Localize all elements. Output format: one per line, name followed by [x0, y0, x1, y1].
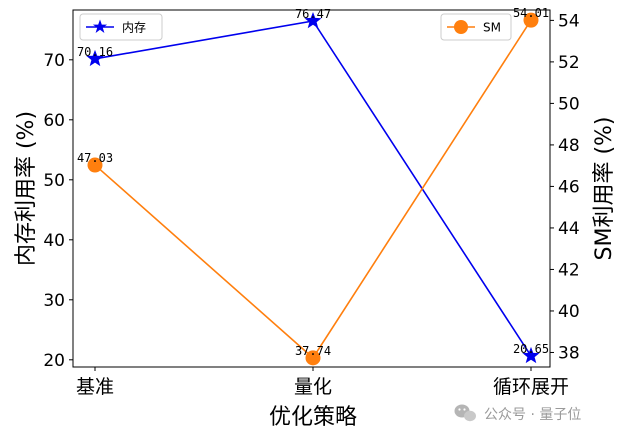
y-left-tick-label: 50 [43, 171, 65, 191]
memory-data-point [86, 49, 104, 67]
y-right-tick-label: 42 [558, 260, 580, 280]
wechat-icon [454, 404, 476, 422]
y-right-tick-label: 46 [558, 177, 580, 197]
legend-sm: SM [440, 13, 512, 41]
y-left-axis-title: 内存利用率 (%) [14, 111, 39, 266]
memory-data-point [522, 346, 540, 364]
y-right-axis-title: SM利用率 (%) [592, 116, 617, 260]
y-right-tick-label: 38 [558, 343, 580, 363]
memory-data-label: 20.65 [513, 342, 549, 356]
x-tick-label: 量化 [294, 376, 332, 398]
memory-data-point [304, 11, 322, 29]
legend-sm-label: SM [483, 21, 501, 35]
sm-data-point [305, 350, 321, 366]
watermark-text: 公众号 · 量子位 [484, 407, 581, 423]
y-right-tick-label: 44 [558, 219, 580, 239]
sm-data-label: 47.03 [77, 151, 113, 165]
star-icon [92, 19, 108, 33]
y-right-tick-label: 52 [558, 53, 580, 73]
x-tick-label: 循环展开 [493, 376, 569, 398]
y-left-tick-label: 30 [43, 291, 65, 311]
y-left-tick-label: 40 [43, 231, 65, 251]
y-right-tick-label: 48 [558, 136, 580, 156]
sm-data-point [523, 12, 539, 28]
x-tick-label: 基准 [76, 376, 114, 398]
y-right-tick-label: 50 [558, 94, 580, 114]
y-left-tick-label: 20 [43, 351, 65, 371]
sm-data-label: 37.74 [295, 344, 331, 358]
y-left-tick-label: 60 [43, 111, 65, 131]
sm-data-label: 54.01 [513, 6, 549, 20]
memory-data-label: 70.16 [77, 45, 113, 59]
legend-memory-label: 内存 [122, 21, 146, 35]
y-right-tick-label: 40 [558, 302, 580, 322]
sm-data-point [87, 157, 103, 173]
legend-memory: 内存 [79, 13, 163, 41]
memory-series-line [94, 20, 532, 357]
y-left-tick-label: 70 [43, 51, 65, 71]
x-axis-title: 优化策略 [269, 405, 357, 430]
circle-icon [454, 20, 468, 34]
plot-frame [72, 9, 551, 368]
sm-series-line [94, 19, 532, 360]
y-right-tick-label: 54 [558, 11, 580, 31]
watermark: 公众号 · 量子位 [454, 404, 581, 423]
memory-data-label: 76.47 [295, 7, 331, 21]
